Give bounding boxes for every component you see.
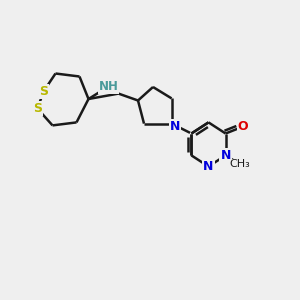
Text: S: S	[33, 102, 42, 115]
Text: N: N	[170, 119, 180, 133]
Text: NH: NH	[99, 80, 118, 93]
Text: N: N	[220, 149, 231, 162]
Text: CH₃: CH₃	[230, 159, 250, 170]
Text: S: S	[39, 85, 48, 98]
Text: N: N	[203, 160, 214, 173]
Text: O: O	[238, 120, 248, 133]
